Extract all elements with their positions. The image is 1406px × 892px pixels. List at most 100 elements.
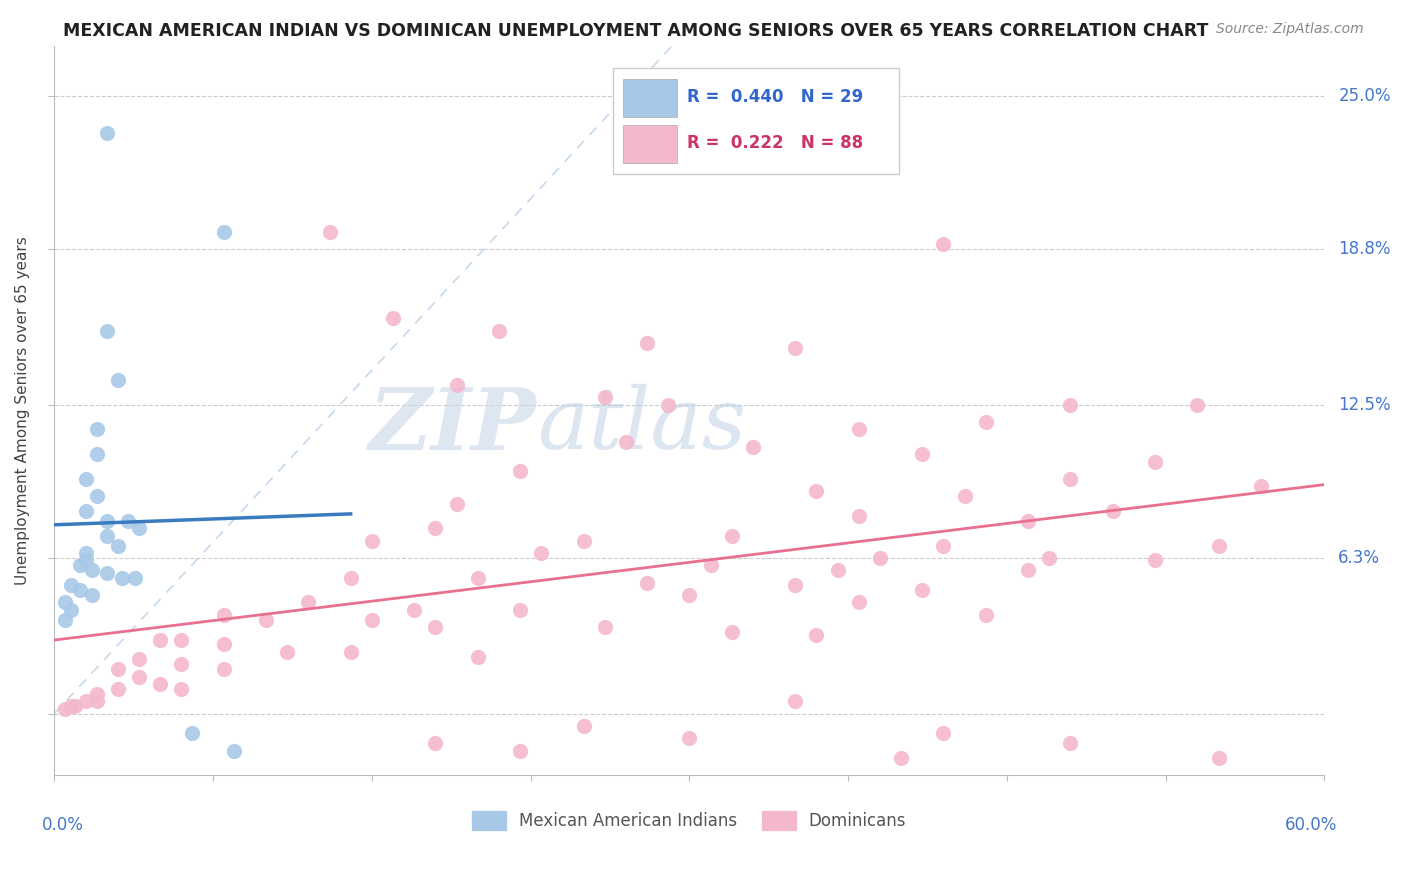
- FancyBboxPatch shape: [623, 79, 676, 117]
- Point: [509, 603, 531, 617]
- FancyBboxPatch shape: [613, 68, 898, 174]
- Point: [382, 311, 405, 326]
- Point: [488, 324, 510, 338]
- Point: [1017, 563, 1039, 577]
- Point: [212, 662, 235, 676]
- Point: [657, 398, 679, 412]
- Point: [96, 126, 118, 140]
- Point: [593, 620, 616, 634]
- Point: [720, 529, 742, 543]
- Point: [254, 613, 277, 627]
- Point: [1250, 479, 1272, 493]
- Text: 18.8%: 18.8%: [1339, 240, 1391, 258]
- Point: [911, 583, 934, 598]
- Point: [593, 390, 616, 404]
- Point: [82, 588, 104, 602]
- Text: MEXICAN AMERICAN INDIAN VS DOMINICAN UNEMPLOYMENT AMONG SENIORS OVER 65 YEARS CO: MEXICAN AMERICAN INDIAN VS DOMINICAN UNE…: [63, 22, 1209, 40]
- Point: [678, 731, 700, 746]
- Point: [75, 504, 97, 518]
- Point: [149, 632, 172, 647]
- Point: [1208, 751, 1230, 765]
- FancyBboxPatch shape: [623, 125, 676, 163]
- Text: atlas: atlas: [537, 384, 747, 467]
- Point: [60, 603, 83, 617]
- Point: [107, 681, 129, 696]
- Point: [1059, 472, 1081, 486]
- Text: 25.0%: 25.0%: [1339, 87, 1391, 104]
- Point: [124, 571, 146, 585]
- Point: [86, 694, 108, 708]
- Point: [425, 620, 447, 634]
- Point: [128, 670, 150, 684]
- Point: [425, 521, 447, 535]
- Point: [1187, 398, 1209, 412]
- Point: [869, 550, 891, 565]
- Point: [806, 484, 828, 499]
- Point: [636, 335, 658, 350]
- Point: [212, 225, 235, 239]
- Point: [932, 539, 955, 553]
- Point: [107, 662, 129, 676]
- Point: [509, 744, 531, 758]
- Point: [741, 440, 763, 454]
- Point: [572, 719, 595, 733]
- Point: [224, 744, 246, 758]
- Point: [339, 645, 361, 659]
- Point: [678, 588, 700, 602]
- Text: 0.0%: 0.0%: [42, 815, 83, 834]
- Y-axis label: Unemployment Among Seniors over 65 years: Unemployment Among Seniors over 65 years: [15, 236, 30, 585]
- Point: [60, 578, 83, 592]
- Point: [75, 553, 97, 567]
- Point: [636, 575, 658, 590]
- Legend: Mexican American Indians, Dominicans: Mexican American Indians, Dominicans: [465, 804, 912, 837]
- Point: [212, 637, 235, 651]
- Point: [82, 563, 104, 577]
- Point: [932, 726, 955, 740]
- Text: 12.5%: 12.5%: [1339, 396, 1391, 414]
- Point: [974, 607, 997, 622]
- Point: [297, 595, 319, 609]
- Point: [1144, 454, 1167, 468]
- Point: [75, 472, 97, 486]
- Point: [96, 324, 118, 338]
- Point: [1059, 736, 1081, 750]
- Point: [117, 514, 139, 528]
- Point: [69, 558, 91, 573]
- Point: [530, 546, 553, 560]
- Point: [75, 694, 97, 708]
- Point: [180, 726, 202, 740]
- Point: [1059, 398, 1081, 412]
- Point: [86, 489, 108, 503]
- Point: [848, 595, 870, 609]
- Point: [404, 603, 426, 617]
- Point: [720, 625, 742, 640]
- Point: [467, 571, 489, 585]
- Text: 60.0%: 60.0%: [1285, 815, 1337, 834]
- Point: [890, 751, 912, 765]
- Point: [1017, 514, 1039, 528]
- Point: [953, 489, 976, 503]
- Point: [932, 237, 955, 252]
- Point: [86, 422, 108, 436]
- Point: [339, 571, 361, 585]
- Point: [86, 687, 108, 701]
- Point: [96, 529, 118, 543]
- Point: [96, 566, 118, 580]
- Point: [785, 694, 807, 708]
- Point: [1144, 553, 1167, 567]
- Point: [75, 546, 97, 560]
- Point: [170, 681, 193, 696]
- Point: [509, 464, 531, 478]
- Text: Source: ZipAtlas.com: Source: ZipAtlas.com: [1216, 22, 1364, 37]
- Point: [360, 533, 382, 548]
- Point: [785, 341, 807, 355]
- Point: [53, 613, 76, 627]
- Point: [276, 645, 298, 659]
- Point: [107, 373, 129, 387]
- Point: [699, 558, 721, 573]
- Point: [1208, 539, 1230, 553]
- Point: [128, 652, 150, 666]
- Point: [446, 377, 468, 392]
- Point: [974, 415, 997, 429]
- Text: R =  0.440   N = 29: R = 0.440 N = 29: [688, 88, 863, 106]
